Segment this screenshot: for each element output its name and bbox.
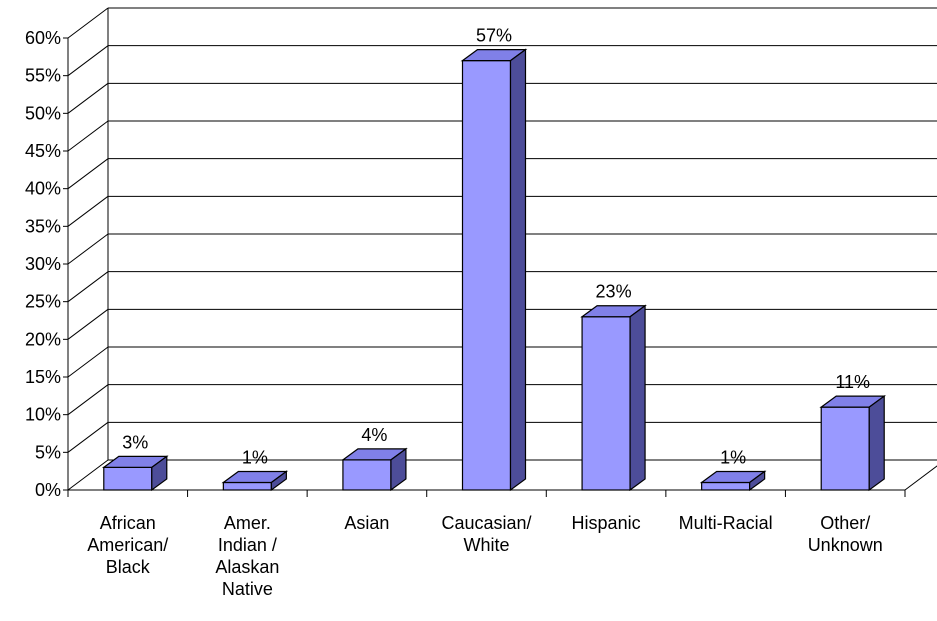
y-tick-label: 40% — [25, 179, 61, 199]
bar — [221, 470, 289, 492]
gridline-side — [67, 308, 109, 340]
x-category-label-line: Multi-Racial — [679, 513, 773, 533]
y-tick-label: 45% — [25, 141, 61, 161]
x-category-label-line: Alaskan — [215, 557, 279, 577]
y-tick-label: 20% — [25, 329, 61, 349]
data-label: 1% — [720, 447, 746, 467]
y-tick-label: 15% — [25, 367, 61, 387]
x-category-label-line: American/ — [87, 535, 168, 555]
bar-front — [222, 481, 272, 491]
x-category-label-line: White — [463, 535, 509, 555]
x-category-label: Amer. Indian / Alaskan Native — [215, 513, 279, 599]
gridline-side — [67, 45, 109, 77]
x-category-label: Hispanic — [572, 513, 641, 533]
x-category-label-line: Hispanic — [572, 513, 641, 533]
gridline-side — [67, 421, 109, 453]
gridline-side — [67, 233, 109, 265]
x-category-label: African American/Black — [87, 513, 168, 577]
bar — [699, 470, 767, 492]
bar-front — [701, 481, 751, 491]
bar-front — [103, 466, 153, 491]
gridline-side — [67, 158, 109, 190]
x-category-label-line: African — [100, 513, 156, 533]
data-label: 1% — [242, 447, 268, 467]
bar-side — [749, 470, 766, 492]
gridline-side — [67, 384, 109, 416]
x-category-label-line: Unknown — [808, 535, 883, 555]
bar — [341, 447, 408, 492]
data-label: 57% — [476, 26, 512, 46]
bar-side — [509, 48, 527, 492]
y-tick-label: 35% — [25, 216, 61, 236]
gridline-side — [67, 346, 109, 378]
bar — [460, 48, 528, 492]
data-label: 4% — [361, 425, 387, 445]
y-axis-tick-labels: 0% 5% 10% 15% 20% 25% 30% 35% 40% 45% 50% 55% 60% — [25, 28, 61, 500]
bar-front — [820, 406, 870, 491]
bar-front — [581, 316, 631, 491]
y-tick-label: 10% — [25, 405, 61, 425]
x-category-label: Multi-Racial — [679, 513, 773, 533]
x-category-label: Other/Unknown — [808, 513, 883, 555]
bars — [101, 48, 887, 492]
bar — [580, 304, 647, 492]
x-category-label-line: Caucasian/ — [441, 513, 531, 533]
y-tick-label: 50% — [25, 103, 61, 123]
x-category-label-line: Amer. — [224, 513, 271, 533]
gridline-side — [67, 82, 109, 114]
bar-front — [342, 459, 392, 491]
y-tick-label: 25% — [25, 292, 61, 312]
x-category-label: Asian — [344, 513, 389, 533]
x-category-label-line: Indian / — [218, 535, 277, 555]
gridlines — [67, 7, 937, 453]
bar-side — [390, 447, 407, 492]
bar-side — [629, 304, 646, 492]
floor-left-edge — [67, 459, 109, 491]
x-category-label: Caucasian/White — [441, 513, 531, 555]
x-category-label-line: Native — [222, 579, 273, 599]
y-tick-label: 30% — [25, 254, 61, 274]
gridline-side — [67, 195, 109, 227]
x-category-label-line: Asian — [344, 513, 389, 533]
floor-right-edge — [904, 465, 937, 491]
gridline-side — [67, 7, 109, 39]
bar-side — [868, 394, 885, 492]
y-tick-label: 0% — [35, 480, 61, 500]
x-category-label-line: Black — [106, 557, 151, 577]
bar — [819, 394, 887, 492]
bar-side — [151, 455, 168, 492]
y-tick-label: 55% — [25, 66, 61, 86]
bar — [101, 455, 169, 492]
data-labels: 3% 1% 4% 57% 23% 1% 11% — [122, 26, 870, 468]
bar-side — [270, 470, 287, 492]
x-category-label-line: Other/ — [820, 513, 870, 533]
x-axis-category-labels: African American/Black Amer. Indian / Alaska… — [87, 513, 882, 599]
data-label: 3% — [122, 432, 148, 452]
gridline-side — [67, 120, 109, 152]
gridline-side — [67, 271, 109, 303]
y-tick-label: 60% — [25, 28, 61, 48]
data-label: 23% — [596, 282, 632, 302]
y-tick-label: 5% — [35, 442, 61, 462]
data-label: 11% — [835, 372, 870, 392]
bar-front — [461, 59, 512, 491]
